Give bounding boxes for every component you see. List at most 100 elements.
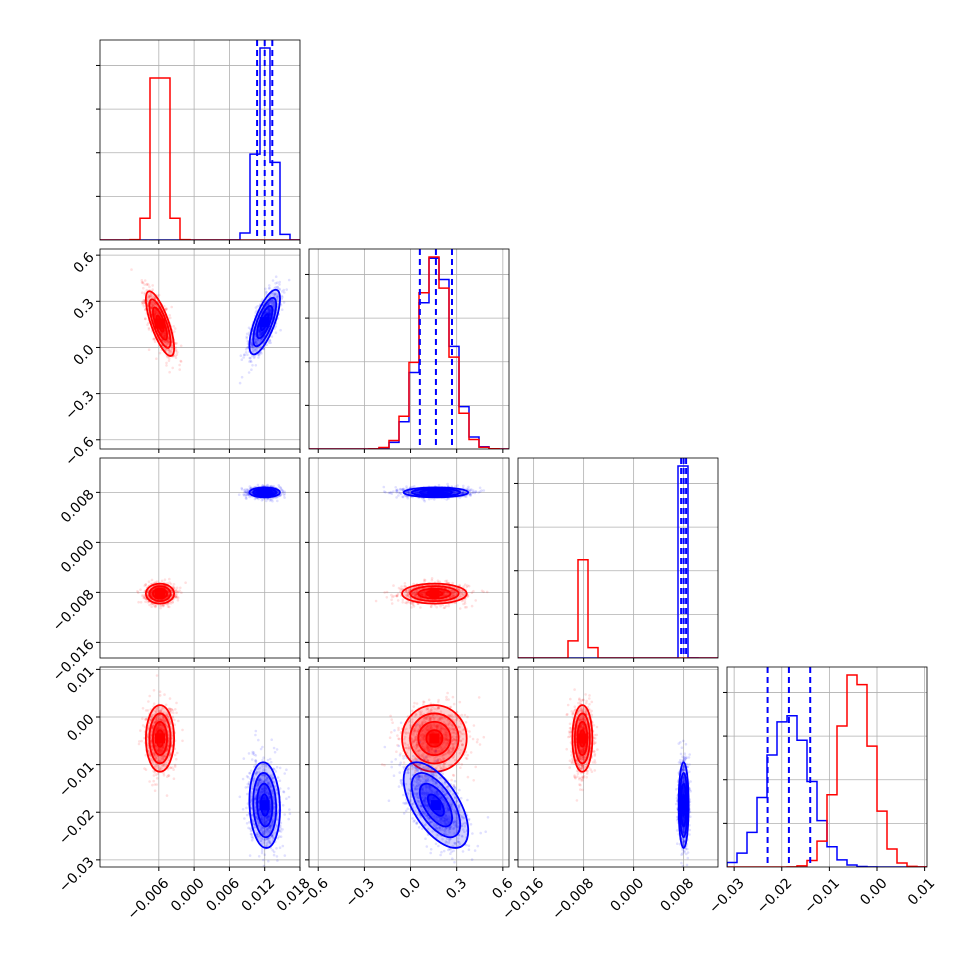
scatter-point — [147, 321, 150, 325]
scatter-point — [258, 330, 262, 333]
scatter-point — [155, 357, 158, 361]
scatter-point — [457, 587, 461, 591]
scatter-point — [144, 317, 147, 320]
scatter-point — [165, 342, 168, 346]
scatter-point — [281, 489, 285, 493]
scatter-point — [149, 294, 152, 298]
scatter-point — [404, 601, 407, 604]
scatter-point — [251, 364, 254, 367]
scatter-point — [166, 355, 169, 359]
scatter-point — [421, 590, 425, 594]
scatter-point — [250, 338, 253, 342]
y-tick-label: 0.3 — [71, 296, 98, 323]
scatter-point — [270, 302, 274, 305]
scatter-point — [152, 304, 155, 308]
scatter-point — [179, 586, 182, 590]
scatter-point — [258, 328, 261, 332]
scatter-point — [147, 326, 151, 330]
scatter-point — [276, 499, 279, 503]
scatter-point — [414, 593, 417, 596]
scatter-point — [175, 589, 178, 592]
scatter-point — [155, 312, 158, 315]
scatter-point — [142, 305, 146, 308]
scatter-point — [151, 303, 154, 307]
scatter-point — [280, 488, 283, 492]
scatter-point — [246, 353, 249, 357]
scatter-point — [278, 485, 281, 489]
scatter-point — [390, 602, 394, 605]
scatter-point — [460, 595, 464, 598]
scatter-point — [439, 604, 442, 608]
scatter-point — [156, 311, 159, 315]
scatter-point — [468, 492, 472, 496]
scatter-point — [147, 328, 151, 331]
scatter-point — [275, 295, 279, 298]
scatter-point — [141, 281, 144, 285]
scatter-point — [162, 604, 165, 608]
scatter-point — [175, 348, 178, 352]
scatter-point — [460, 599, 464, 603]
scatter-point — [258, 330, 261, 334]
scatter-point — [244, 488, 247, 491]
scatter-point — [468, 493, 472, 496]
scatter-point — [270, 299, 274, 303]
scatter-point — [485, 590, 489, 594]
scatter-point — [168, 357, 171, 360]
scatter-point — [174, 592, 178, 596]
scatter-point — [163, 335, 166, 338]
scatter-point — [462, 484, 465, 488]
scatter-point — [174, 346, 177, 349]
scatter-point — [399, 587, 402, 591]
scatter-point — [433, 603, 437, 607]
panel-frame — [99, 248, 301, 450]
scatter-point — [242, 493, 246, 497]
scatter-point — [406, 594, 410, 598]
panel-plot-area — [100, 458, 300, 658]
scatter-point — [166, 338, 170, 341]
scatter-point — [282, 301, 286, 304]
scatter-point — [268, 309, 272, 313]
scatter-point — [407, 491, 411, 494]
scatter-point — [441, 603, 445, 607]
scatter-point — [452, 594, 455, 598]
scatter-point — [268, 308, 271, 312]
scatter-point — [269, 309, 272, 313]
scatter-point — [169, 602, 173, 605]
scatter-point — [275, 496, 278, 499]
scatter-point — [249, 356, 252, 360]
scatter-point — [444, 592, 447, 596]
scatter-point — [163, 334, 166, 338]
scatter-point — [454, 593, 457, 597]
scatter-point — [176, 590, 179, 594]
scatter-point — [144, 583, 148, 586]
scatter-point — [271, 299, 274, 303]
scatter-point — [470, 488, 473, 491]
scatter-point — [172, 583, 176, 586]
scatter-point — [411, 593, 415, 596]
scatter-point — [151, 288, 154, 291]
scatter-point — [154, 302, 157, 306]
scatter-point — [269, 309, 272, 313]
scatter-point — [147, 283, 150, 286]
scatter-point — [276, 286, 280, 289]
scatter-point — [422, 590, 426, 593]
scatter-point — [250, 368, 253, 372]
scatter-point — [442, 594, 446, 597]
scatter-point — [394, 486, 398, 489]
density-peak-series-0 — [155, 318, 165, 329]
scatter-point — [374, 599, 378, 603]
scatter-point — [154, 603, 158, 607]
scatter-point — [396, 599, 400, 602]
scatter-point — [169, 316, 172, 320]
scatter-point — [242, 356, 245, 359]
scatter-point — [244, 347, 248, 351]
scatter-point — [161, 333, 164, 337]
y-tick-label: 0.000 — [58, 537, 98, 577]
scatter-point — [461, 491, 465, 495]
scatter-point — [174, 354, 177, 358]
scatter-point — [255, 347, 258, 351]
scatter-point — [450, 589, 453, 592]
scatter-point — [246, 491, 249, 495]
scatter-point — [150, 602, 153, 606]
scatter-point — [149, 294, 153, 297]
